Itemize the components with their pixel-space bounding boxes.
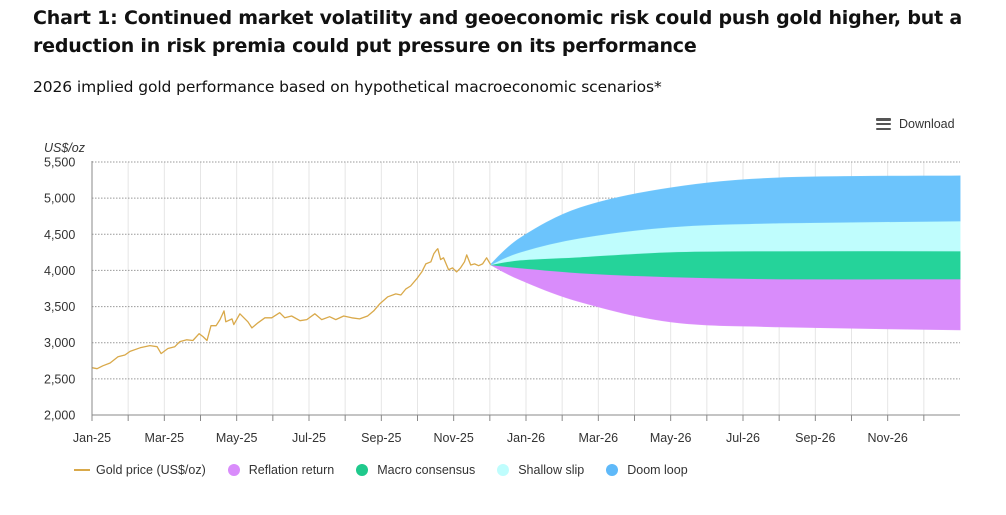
x-tick-label: Jan-26	[507, 431, 545, 445]
legend-label: Shallow slip	[518, 463, 585, 477]
legend-dot-swatch	[497, 464, 510, 476]
x-tick-label: Nov-26	[868, 431, 908, 445]
x-tick-label: May-25	[216, 431, 258, 445]
legend-label: Reflation return	[248, 463, 335, 477]
y-tick-label: 4,500	[44, 228, 75, 242]
x-tick-label: Jan-25	[73, 431, 111, 445]
chart-title: Chart 1: Continued market volatility and…	[33, 7, 962, 57]
x-axis-labels: Jan-25 Mar-25 May-25 Jul-25 Sep-25 Nov-25 Jan-…	[73, 431, 908, 445]
x-tick-label: Nov-25	[434, 431, 474, 445]
legend-label: Gold price (US$/oz)	[96, 463, 206, 477]
legend-item[interactable]: Reflation return	[227, 463, 335, 477]
y-tick-label: 4,000	[44, 264, 75, 278]
x-tick-label: Sep-25	[361, 431, 401, 445]
x-tick-label: Mar-25	[145, 431, 185, 445]
band-doom-loop	[490, 175, 961, 266]
legend-dot-swatch	[227, 464, 240, 476]
legend-label: Doom loop	[627, 463, 688, 477]
y-tick-label: 3,000	[44, 336, 75, 350]
legend-item[interactable]: Shallow slip	[497, 463, 584, 477]
legend-dot-swatch	[356, 464, 369, 476]
legend-item[interactable]: Gold price (US$/oz)	[74, 463, 206, 477]
legend-item[interactable]: Macro consensus	[356, 463, 475, 477]
menu-icon	[876, 118, 891, 130]
y-tick-label: 5,000	[44, 192, 75, 206]
y-axis-unit-label: US$/oz	[44, 141, 86, 155]
legend-dot-swatch	[606, 464, 619, 476]
y-tick-label: 5,500	[44, 156, 75, 170]
download-button[interactable]: Download	[876, 117, 955, 131]
gold-price-series	[91, 248, 492, 370]
scenario-bands	[490, 175, 961, 331]
y-tick-label: 3,500	[44, 300, 75, 314]
legend-line-swatch	[74, 469, 90, 471]
x-tick-label: Sep-26	[795, 431, 835, 445]
legend-item[interactable]: Doom loop	[606, 463, 688, 477]
download-label: Download	[899, 117, 955, 131]
x-tick-label: Jul-25	[292, 431, 326, 445]
axes	[91, 161, 960, 421]
y-tick-label: 2,500	[44, 372, 75, 386]
gold-price-line	[91, 248, 492, 370]
y-tick-label: 2,000	[44, 409, 75, 423]
y-axis-labels: 2,000 2,500 3,000 3,500 4,000 4,500 5,000 5,500	[44, 156, 75, 423]
x-tick-label: May-26	[650, 431, 692, 445]
x-tick-label: Jul-26	[726, 431, 760, 445]
x-tick-label: Mar-26	[579, 431, 619, 445]
legend-label: Macro consensus	[377, 463, 476, 477]
legend: Gold price (US$/oz) Reflation return Macro…	[74, 463, 710, 477]
chart-subtitle: 2026 implied gold performance based on h…	[33, 78, 662, 96]
